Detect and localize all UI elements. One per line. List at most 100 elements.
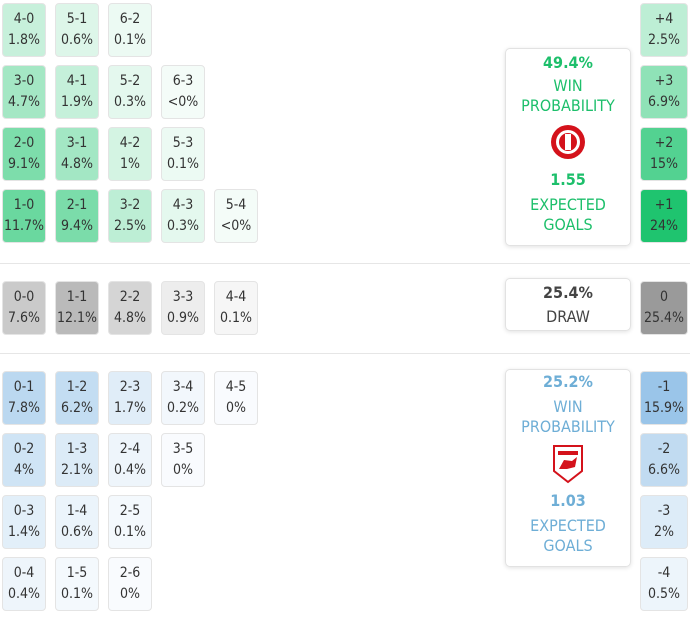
prob-text: 9.4% <box>61 218 93 234</box>
score-cell: 1-0 11.7% <box>2 189 46 243</box>
score-cell: 2-2 4.8% <box>108 281 152 335</box>
score-cell: 2-5 0.1% <box>108 495 152 549</box>
margin-cell: +2 15% <box>640 127 688 181</box>
score-text: 3-1 <box>66 135 88 151</box>
score-text: +2 <box>654 135 674 151</box>
prob-text: 0% <box>173 462 193 478</box>
score-text: 0-3 <box>13 503 35 519</box>
separator <box>0 263 690 264</box>
score-text: 5-2 <box>119 73 141 89</box>
score-text: 1-1 <box>66 289 88 305</box>
margin-cell: -4 0.5% <box>640 557 688 611</box>
draw-summary: 25.4% DRAW <box>505 278 631 331</box>
score-text: 3-4 <box>172 379 194 395</box>
score-cell: 0-1 7.8% <box>2 371 46 425</box>
score-text: 5-3 <box>172 135 194 151</box>
score-cell: 6-2 0.1% <box>108 3 152 57</box>
away-summary: 25.2% WIN PROBABILITY 1.03 EXPECTED GOAL… <box>505 369 631 567</box>
prob-text: 24% <box>650 218 678 234</box>
score-text: 0-2 <box>13 441 35 457</box>
score-cell: 6-3 <0% <box>161 65 205 119</box>
prob-text: 2.5% <box>648 32 680 48</box>
margin-cell: +3 6.9% <box>640 65 688 119</box>
margin-cell: 0 25.4% <box>640 281 688 335</box>
score-text: 1-5 <box>66 565 88 581</box>
margin-cell: +1 24% <box>640 189 688 243</box>
score-cell: 4-4 0.1% <box>214 281 258 335</box>
score-cell: 4-5 0% <box>214 371 258 425</box>
score-text: +1 <box>654 197 674 213</box>
prob-text: 0.1% <box>114 524 146 540</box>
score-text: 5-1 <box>66 11 88 27</box>
score-cell: 1-3 2.1% <box>55 433 99 487</box>
prob-text: 12.1% <box>56 310 97 326</box>
prob-text: 0% <box>120 586 140 602</box>
prob-text: 0.3% <box>167 218 199 234</box>
score-text: 2-3 <box>119 379 141 395</box>
score-text: 4-1 <box>66 73 88 89</box>
score-text: 2-6 <box>119 565 141 581</box>
score-text: 2-1 <box>66 197 88 213</box>
score-cell: 1-2 6.2% <box>55 371 99 425</box>
prob-text: <0% <box>220 218 252 234</box>
score-cell: 5-2 0.3% <box>108 65 152 119</box>
prob-text: 0% <box>226 400 246 416</box>
score-text: 1-3 <box>66 441 88 457</box>
prob-text: 15% <box>650 156 678 172</box>
away-logo <box>553 445 583 484</box>
prob-text: 0.6% <box>61 32 93 48</box>
margin-cell: +4 2.5% <box>640 3 688 57</box>
score-cell: 1-4 0.6% <box>55 495 99 549</box>
score-cell: 4-2 1% <box>108 127 152 181</box>
prob-text: 0.1% <box>167 156 199 172</box>
prob-text: 0.1% <box>220 310 252 326</box>
score-cell: 2-6 0% <box>108 557 152 611</box>
score-cell: 5-1 0.6% <box>55 3 99 57</box>
prob-text: 6.2% <box>61 400 93 416</box>
score-cell: 4-1 1.9% <box>55 65 99 119</box>
score-cell: 2-4 0.4% <box>108 433 152 487</box>
score-cell: 0-0 7.6% <box>2 281 46 335</box>
prob-text: 4.7% <box>8 94 40 110</box>
prob-text: 1.4% <box>8 524 40 540</box>
win-prob: 25.2% <box>543 372 593 391</box>
score-text: -1 <box>657 379 671 395</box>
separator <box>0 353 690 354</box>
score-text: 4-3 <box>172 197 194 213</box>
score-cell: 3-0 4.7% <box>2 65 46 119</box>
prob-text: 0.6% <box>61 524 93 540</box>
score-text: +3 <box>654 73 674 89</box>
score-cell: 2-1 9.4% <box>55 189 99 243</box>
score-text: 3-3 <box>172 289 194 305</box>
win-label: WIN PROBABILITY <box>521 397 615 436</box>
win-label: WIN PROBABILITY <box>521 76 615 115</box>
score-text: 0 <box>659 289 668 305</box>
score-cell: 3-2 2.5% <box>108 189 152 243</box>
prob-text: 6.9% <box>648 94 680 110</box>
margin-cell: -2 6.6% <box>640 433 688 487</box>
score-cell: 3-5 0% <box>161 433 205 487</box>
score-cell: 5-4 <0% <box>214 189 258 243</box>
score-text: 3-5 <box>172 441 194 457</box>
prob-text: 0.9% <box>167 310 199 326</box>
prob-text: 15.9% <box>643 400 684 416</box>
score-text: 0-4 <box>13 565 35 581</box>
score-cell: 3-1 4.8% <box>55 127 99 181</box>
prob-text: 2% <box>654 524 674 540</box>
score-text: 4-0 <box>13 11 35 27</box>
home-logo <box>551 125 585 159</box>
score-text: 4-2 <box>119 135 141 151</box>
score-text: 3-2 <box>119 197 141 213</box>
win-prob: 49.4% <box>543 53 593 72</box>
prob-text: 1.8% <box>8 32 40 48</box>
margin-cell: -1 15.9% <box>640 371 688 425</box>
prob-text: 11.7% <box>3 218 44 234</box>
expected-goals: 1.55 <box>550 170 586 189</box>
score-text: 5-4 <box>225 197 247 213</box>
score-text: -3 <box>657 503 671 519</box>
score-cell: 3-4 0.2% <box>161 371 205 425</box>
score-text: 1-4 <box>66 503 88 519</box>
score-text: 4-5 <box>225 379 247 395</box>
score-cell: 4-0 1.8% <box>2 3 46 57</box>
prob-text: 0.2% <box>167 400 199 416</box>
